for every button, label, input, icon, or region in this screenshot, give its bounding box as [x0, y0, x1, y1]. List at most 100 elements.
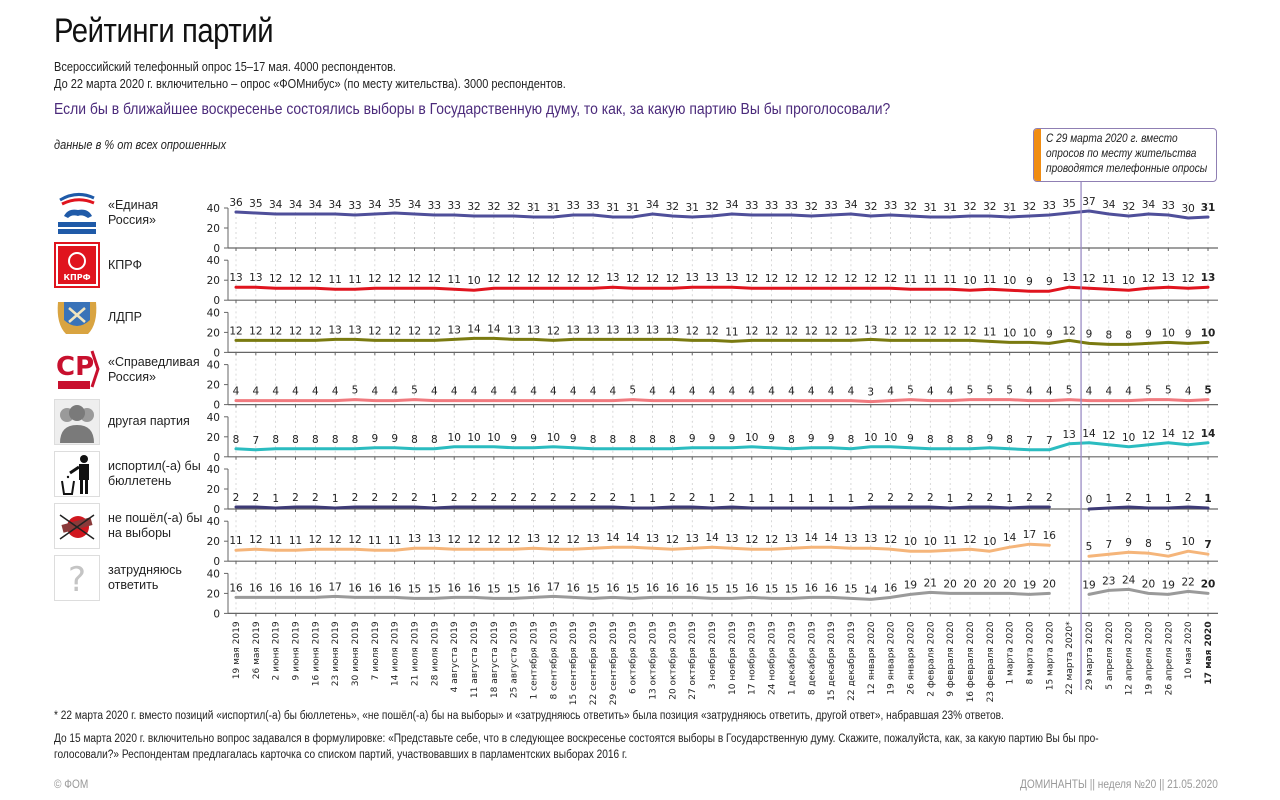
data-label: 13	[448, 324, 461, 336]
data-label: 2	[986, 492, 993, 504]
x-tick-label: 11 августа 2019	[470, 621, 480, 698]
data-label: 12	[567, 534, 580, 546]
data-label: 16	[388, 582, 402, 594]
data-label: 12	[1102, 430, 1115, 442]
data-label: 10	[1122, 432, 1135, 444]
data-label: 14	[1201, 428, 1216, 440]
x-tick-label: 23 февраля 2020	[986, 621, 996, 702]
data-label: 9	[768, 433, 775, 445]
data-label: 20	[943, 578, 956, 590]
x-tick-label: 10 ноября 2019	[728, 621, 738, 695]
data-label: 16	[467, 582, 481, 594]
data-label: 32	[1023, 201, 1036, 213]
data-label: 11	[983, 326, 996, 338]
x-tick-label: 21 июля 2019	[411, 621, 421, 686]
data-label: 19	[1082, 579, 1095, 591]
data-label: 12	[229, 325, 242, 337]
y-tick-label: 40	[207, 568, 220, 580]
data-label: 12	[745, 534, 758, 546]
data-label: 9	[729, 433, 736, 445]
y-tick-label: 0	[213, 608, 220, 620]
x-tick-label: 29 марта 2020	[1085, 621, 1095, 690]
data-label: 2	[1046, 492, 1053, 504]
data-label: 34	[1102, 199, 1116, 211]
data-label: 34	[1142, 199, 1156, 211]
data-label: 7	[1046, 435, 1053, 447]
series-line	[234, 441, 1210, 452]
data-label: 34	[289, 199, 303, 211]
series-line	[234, 505, 1210, 511]
data-label: 13	[1162, 272, 1175, 284]
data-label: 31	[943, 202, 956, 214]
data-label: 1	[1105, 493, 1112, 505]
data-label: 2	[471, 492, 478, 504]
data-label: 1	[947, 493, 954, 505]
data-label: 16	[368, 582, 382, 594]
data-label: 35	[1062, 198, 1075, 210]
data-label: 11	[289, 535, 302, 547]
data-label: 4	[947, 386, 954, 398]
data-label: 15	[626, 583, 639, 595]
x-tick-label: 25 августа 2019	[510, 621, 520, 698]
data-label: 4	[1026, 386, 1033, 398]
data-label: 13	[844, 533, 857, 545]
data-label: 12	[765, 534, 778, 546]
data-label: 20	[963, 578, 976, 590]
data-label: 16	[745, 582, 759, 594]
data-label: 13	[725, 533, 738, 545]
data-label: 12	[884, 534, 897, 546]
data-label: 12	[388, 325, 401, 337]
data-label: 4	[530, 386, 537, 398]
data-label: 35	[388, 198, 401, 210]
data-label: 12	[507, 273, 520, 285]
x-tick-label: 8 декабря 2019	[807, 621, 817, 695]
data-label: 16	[686, 582, 700, 594]
x-tick-label: 26 апреля 2020	[1164, 621, 1174, 695]
data-label: 11	[983, 274, 996, 286]
data-label: 15	[487, 583, 500, 595]
data-label: 12	[507, 534, 520, 546]
data-label: 1	[1006, 493, 1013, 505]
row-label: «Единая Россия»	[108, 198, 159, 227]
data-label: 16	[309, 582, 323, 594]
y-tick-label: 20	[207, 432, 220, 444]
data-label: 8	[629, 434, 636, 446]
data-label: 12	[904, 325, 917, 337]
data-label: 4	[828, 386, 835, 398]
data-label: 31	[606, 202, 619, 214]
data-label: 14	[705, 532, 719, 544]
data-label: 12	[408, 325, 421, 337]
y-tick-label: 0	[213, 452, 220, 464]
data-label: 31	[1003, 202, 1016, 214]
data-label: 4	[848, 386, 855, 398]
x-tick-label: 19 апреля 2020	[1144, 621, 1154, 695]
data-label: 32	[705, 201, 718, 213]
question-mark-icon: ?	[54, 555, 100, 602]
data-label: 4	[887, 386, 894, 398]
data-label: 32	[507, 201, 520, 213]
data-label: 2	[729, 492, 736, 504]
data-label: 12	[467, 534, 480, 546]
data-label: 9	[986, 433, 993, 445]
data-label: 13	[328, 324, 341, 336]
data-label: 13	[507, 324, 520, 336]
data-label: 16	[527, 582, 541, 594]
data-label: 11	[448, 274, 461, 286]
issue-info: ДОМИНАНТЫ || неделя №20 || 21.05.2020	[1020, 779, 1218, 791]
data-label: 2	[1125, 492, 1132, 504]
data-label: 10	[448, 432, 461, 444]
data-label: 5	[1165, 385, 1172, 397]
data-label: 12	[844, 273, 857, 285]
data-label: 5	[1145, 385, 1152, 397]
data-label: 16	[805, 582, 819, 594]
data-label: 2	[530, 492, 537, 504]
annotation-text: С 29 марта 2020 г. вместо опросов по мес…	[1046, 133, 1208, 175]
x-tick-label: 15 декабря 2019	[827, 621, 837, 701]
x-tick-label: 12 января 2020	[867, 621, 877, 695]
x-tick-label: 14 июля 2019	[391, 621, 401, 686]
data-label: 2	[1026, 492, 1033, 504]
data-label: 24	[1122, 574, 1136, 586]
data-label: 13	[408, 533, 421, 545]
data-label: 5	[629, 385, 636, 397]
trash-person-icon	[54, 451, 100, 497]
